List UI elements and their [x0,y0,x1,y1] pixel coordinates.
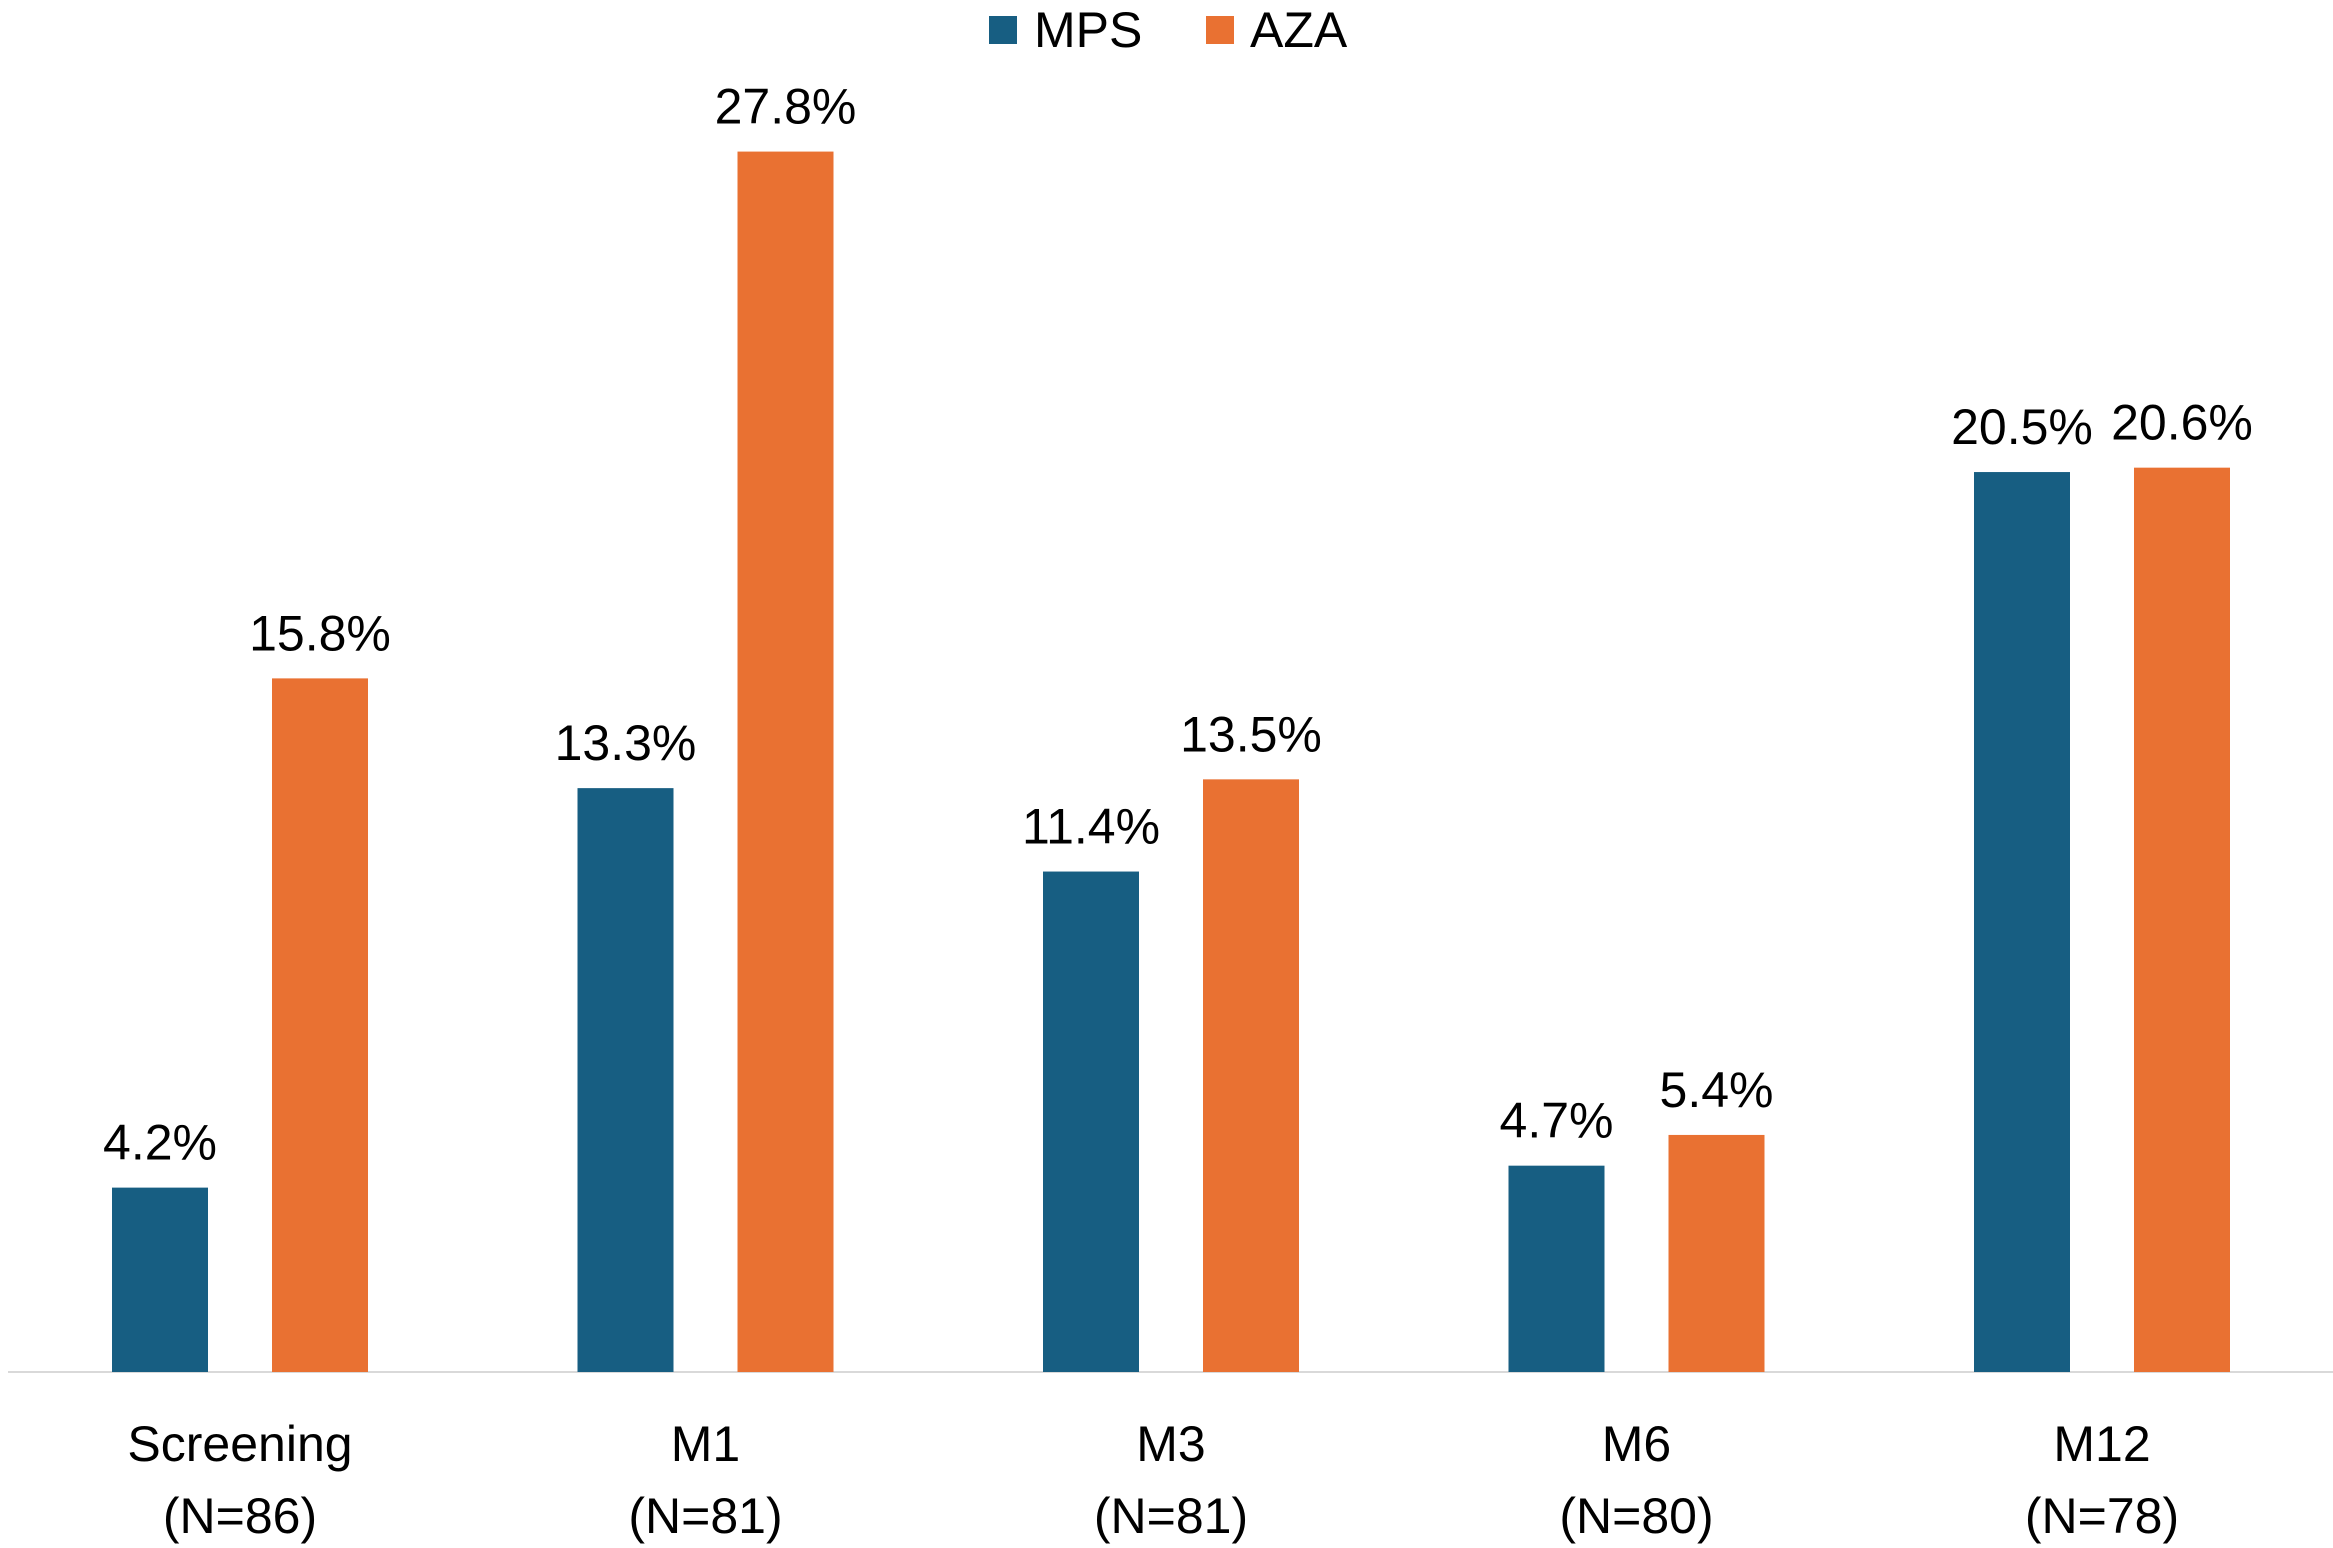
legend-label-mps: MPS [1034,2,1142,58]
x-tick-n-screening: (N=86) [163,1488,317,1544]
legend-label-aza: AZA [1250,2,1348,58]
bar-aza-m6 [1668,1134,1765,1372]
x-tick-n-m6: (N=80) [1559,1488,1713,1544]
bar-mps-m6 [1508,1165,1605,1372]
data-label-mps-m1: 13.3% [555,715,697,771]
data-label-aza-screening: 15.8% [249,605,391,661]
data-label-aza-m6: 5.4% [1660,1062,1774,1118]
value-labels-layer: 4.2% 15.8% 13.3% 27.8% 11.4% 13.5% 4.7% 5.4% 20.… [103,79,2253,1171]
bar-mps-m3 [1043,871,1139,1372]
data-label-mps-screening: 4.2% [103,1115,217,1171]
x-tick-label-m12: M12 [2053,1416,2150,1472]
legend-swatch-mps [989,16,1017,44]
x-tick-label-m6: M6 [1602,1416,1671,1472]
x-tick-label-m3: M3 [1136,1416,1205,1472]
data-label-mps-m6: 4.7% [1500,1093,1614,1149]
x-tick-n-m12: (N=78) [2025,1488,2179,1544]
x-tick-labels: Screening (N=86) M1 (N=81) M3 (N=81) M6 (N=80) M… [127,1416,2179,1544]
legend: MPS AZA [989,2,1348,58]
x-tick-n-m3: (N=81) [1094,1488,1248,1544]
bar-mps-m12 [1974,472,2070,1372]
data-label-aza-m12: 20.6% [2111,395,2253,451]
x-tick-label-m1: M1 [671,1416,740,1472]
legend-swatch-aza [1206,16,1234,44]
data-label-aza-m1: 27.8% [715,79,857,135]
bar-aza-m3 [1203,779,1299,1372]
x-tick-label-screening: Screening [127,1416,352,1472]
bar-aza-m12 [2134,467,2230,1372]
data-label-aza-m3: 13.5% [1180,706,1322,762]
bar-aza-screening [272,678,368,1372]
data-label-mps-m12: 20.5% [1951,399,2093,455]
bar-mps-m1 [577,788,674,1372]
data-label-mps-m3: 11.4% [1022,799,1160,855]
bar-aza-m1 [737,151,834,1373]
bars-layer [112,151,2230,1373]
bar-mps-screening [112,1187,208,1372]
x-tick-n-m1: (N=81) [628,1488,782,1544]
